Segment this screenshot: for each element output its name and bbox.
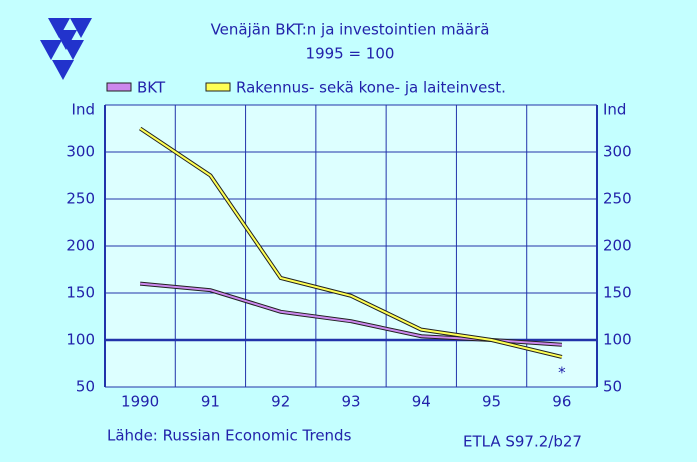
x-tick-label: 95	[482, 393, 501, 411]
y2-tick-label: 250	[603, 190, 632, 208]
x-tick-label: 93	[341, 393, 360, 411]
y-axis-label: Ind	[72, 101, 95, 119]
legend-label: Rakennus- sekä kone- ja laiteinvest.	[236, 79, 506, 97]
y-tick-label: 150	[66, 284, 95, 302]
x-tick-label: 91	[201, 393, 220, 411]
y2-tick-label: 100	[603, 331, 632, 349]
x-tick-label: 96	[552, 393, 571, 411]
series-line	[139, 127, 563, 358]
legend-swatch	[205, 82, 231, 92]
y-tick-label: 50	[76, 378, 95, 396]
y-tick-label: 100	[66, 331, 95, 349]
y-tick-label: 300	[66, 143, 95, 161]
x-tick-label: 1990	[121, 393, 159, 411]
x-tick-label: 92	[271, 393, 290, 411]
logo	[40, 18, 92, 80]
y2-tick-label: 150	[603, 284, 632, 302]
x-tick-label: 94	[412, 393, 431, 411]
chart-subtitle: 1995 = 100	[306, 45, 395, 63]
code-note: ETLA S97.2/b27	[463, 433, 582, 451]
legend-swatch	[106, 82, 132, 92]
y2-tick-label: 50	[603, 378, 622, 396]
legend-label: BKT	[137, 79, 166, 97]
y2-tick-label: 200	[603, 237, 632, 255]
y2-tick-label: 300	[603, 143, 632, 161]
y2-axis-label: Ind	[603, 101, 626, 119]
y-tick-label: 250	[66, 190, 95, 208]
annotation: *	[558, 364, 566, 382]
y-tick-label: 200	[66, 237, 95, 255]
source-note: Lähde: Russian Economic Trends	[107, 427, 352, 445]
chart-title: Venäjän BKT:n ja investointien määrä	[211, 21, 490, 39]
